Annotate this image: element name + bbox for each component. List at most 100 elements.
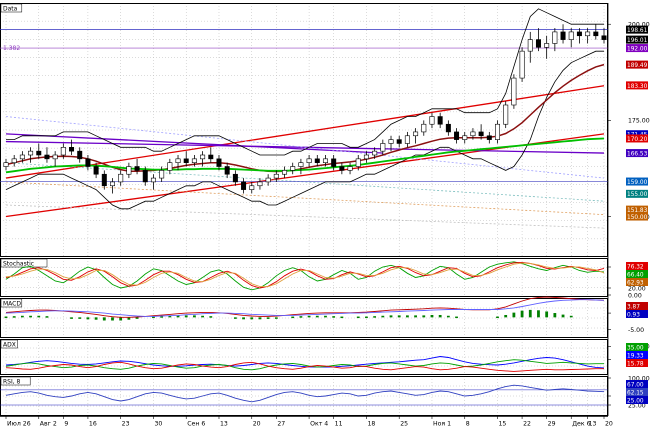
candle-body [274,174,278,178]
x-tick-label: 8 [466,421,470,428]
candle-body [12,159,16,163]
candle-body [454,132,458,140]
candle-body [594,32,598,36]
value-tag-label: 67.00 [627,382,644,388]
price-tag-label: 183.30 [627,84,648,90]
candle-body [479,132,483,136]
macd-hist-bar [136,317,139,319]
candle-body [78,151,82,159]
macd-hist-bar [234,317,237,319]
candle-body [258,182,262,186]
panel-title: MACD [3,301,21,308]
y-tick-label: -5.00 [628,327,644,334]
macd-hist-bar [324,316,327,318]
candle-body [127,167,131,175]
candle-body [184,159,188,163]
price-tag-label: 196.01 [627,38,648,44]
candle-body [86,159,90,167]
value-tag-label: 3.87 [627,304,640,310]
macd-hist-bar [455,317,458,319]
macd-hist-bar [209,316,212,318]
x-tick-label: 11 [335,421,343,428]
candle-body [520,51,524,78]
macd-hist-bar [390,315,393,317]
value-tag-label: 35.00 [627,345,644,351]
candle-body [348,167,352,171]
candle-body [553,32,557,44]
x-tick-label: 16 [89,421,97,428]
candle-body [307,159,311,163]
candle-body [315,159,319,163]
macd-hist-bar [562,315,565,318]
candle-body [266,178,270,182]
value-tag-label: 62.93 [627,280,644,286]
macd-hist-bar [504,315,507,317]
macd-hist-bar [545,311,548,317]
macd-hist-bar [267,317,270,319]
macd-hist-bar [193,315,196,317]
candle-body [28,151,32,155]
macd-hist-bar [87,317,90,319]
candle-body [45,155,49,159]
value-tag-label: 15.78 [627,361,644,367]
candle-body [577,32,581,36]
candle-body [192,159,196,163]
macd-hist-bar [431,315,434,317]
candle-body [528,40,532,52]
value-tag-label: 66.40 [627,272,644,278]
candle-body [602,36,606,40]
price-tag-label: 192.00 [627,46,648,52]
candle-body [53,155,57,159]
x-tick-label: 13 [220,421,228,428]
price-tag-label: 166.53 [627,151,648,157]
candle-body [217,159,221,167]
candle-body [585,32,589,36]
macd-hist-bar [37,316,40,318]
candle-body [209,155,213,159]
macd-hist-bar [414,315,417,317]
macd-hist-bar [95,317,98,319]
candle-body [536,40,540,48]
x-tick-label: 23 [122,421,130,428]
value-tag-label: 19.33 [627,353,644,359]
x-tick-label: Окт 4 [310,421,328,428]
candle-body [135,167,139,171]
x-tick-label: 15 [499,421,507,428]
macd-hist-bar [5,317,8,319]
x-tick-label: Ноя 1 [433,421,451,428]
macd-hist-bar [78,317,81,319]
candle-body [463,136,467,140]
candle-body [495,124,499,139]
candle-body [94,167,98,175]
macd-hist-bar [201,316,204,318]
candle-body [372,151,376,155]
candle-body [503,105,507,124]
macd-hist-bar [422,315,425,317]
candle-body [413,132,417,136]
candle-body [250,186,254,190]
candle-body [299,163,303,167]
macd-hist-bar [70,317,73,319]
macd-hist-bar [119,317,122,320]
macd-hist-bar [275,317,278,319]
candle-body [323,159,327,163]
panel-title: Data [3,6,18,13]
candle-body [389,140,393,144]
candle-body [110,182,114,186]
macd-hist-bar [316,316,319,318]
value-tag-label: 76.32 [627,264,644,270]
candle-body [61,147,65,155]
macd-hist-bar [373,316,376,318]
candle-body [233,174,237,182]
candle-body [291,167,295,171]
x-tick-label: 22 [523,421,531,428]
candle-body [102,174,106,186]
candle-body [561,32,565,40]
candle-body [282,170,286,174]
value-tag-label: 25.00 [627,398,644,404]
candle-body [331,159,335,167]
candle-body [200,155,204,159]
macd-hist-bar [21,316,24,318]
candle-body [544,43,548,47]
